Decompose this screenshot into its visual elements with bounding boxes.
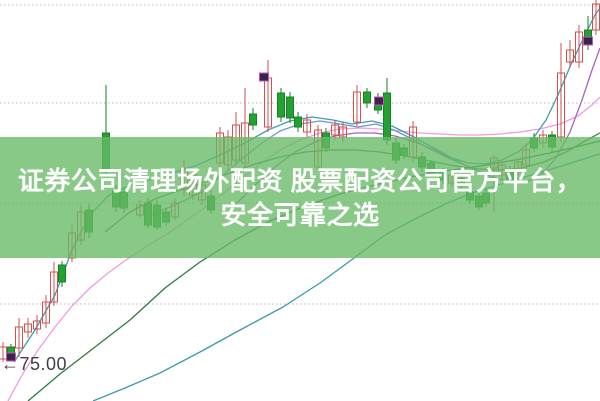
promo-banner-line2: 安全可靠之选: [220, 199, 380, 230]
candle: [286, 92, 294, 123]
candle: [264, 60, 272, 132]
price-label: ←75.00: [1, 354, 68, 374]
candle: [303, 114, 311, 137]
candle: [353, 85, 361, 126]
pivot-marker: [583, 36, 593, 46]
candle: [363, 88, 371, 108]
candle: [50, 262, 58, 306]
candle: [33, 315, 41, 334]
pivot-marker: [259, 72, 269, 82]
candle: [294, 112, 302, 132]
candle: [383, 78, 391, 145]
promo-banner[interactable]: 证券公司清理场外配资 股票配资公司官方平台， 安全可靠之选: [0, 137, 600, 258]
candle: [24, 318, 32, 338]
candle: [277, 88, 285, 122]
pivot-marker: [6, 352, 16, 362]
candle: [249, 108, 257, 130]
candle: [575, 25, 583, 68]
candle: [58, 261, 66, 287]
promo-banner-line1: 证券公司清理场外配资 股票配资公司官方平台，: [17, 165, 583, 196]
pivot-marker: [374, 96, 384, 106]
candle: [331, 120, 339, 140]
candle: [15, 318, 23, 357]
candle: [566, 40, 574, 68]
candle: [42, 295, 50, 328]
